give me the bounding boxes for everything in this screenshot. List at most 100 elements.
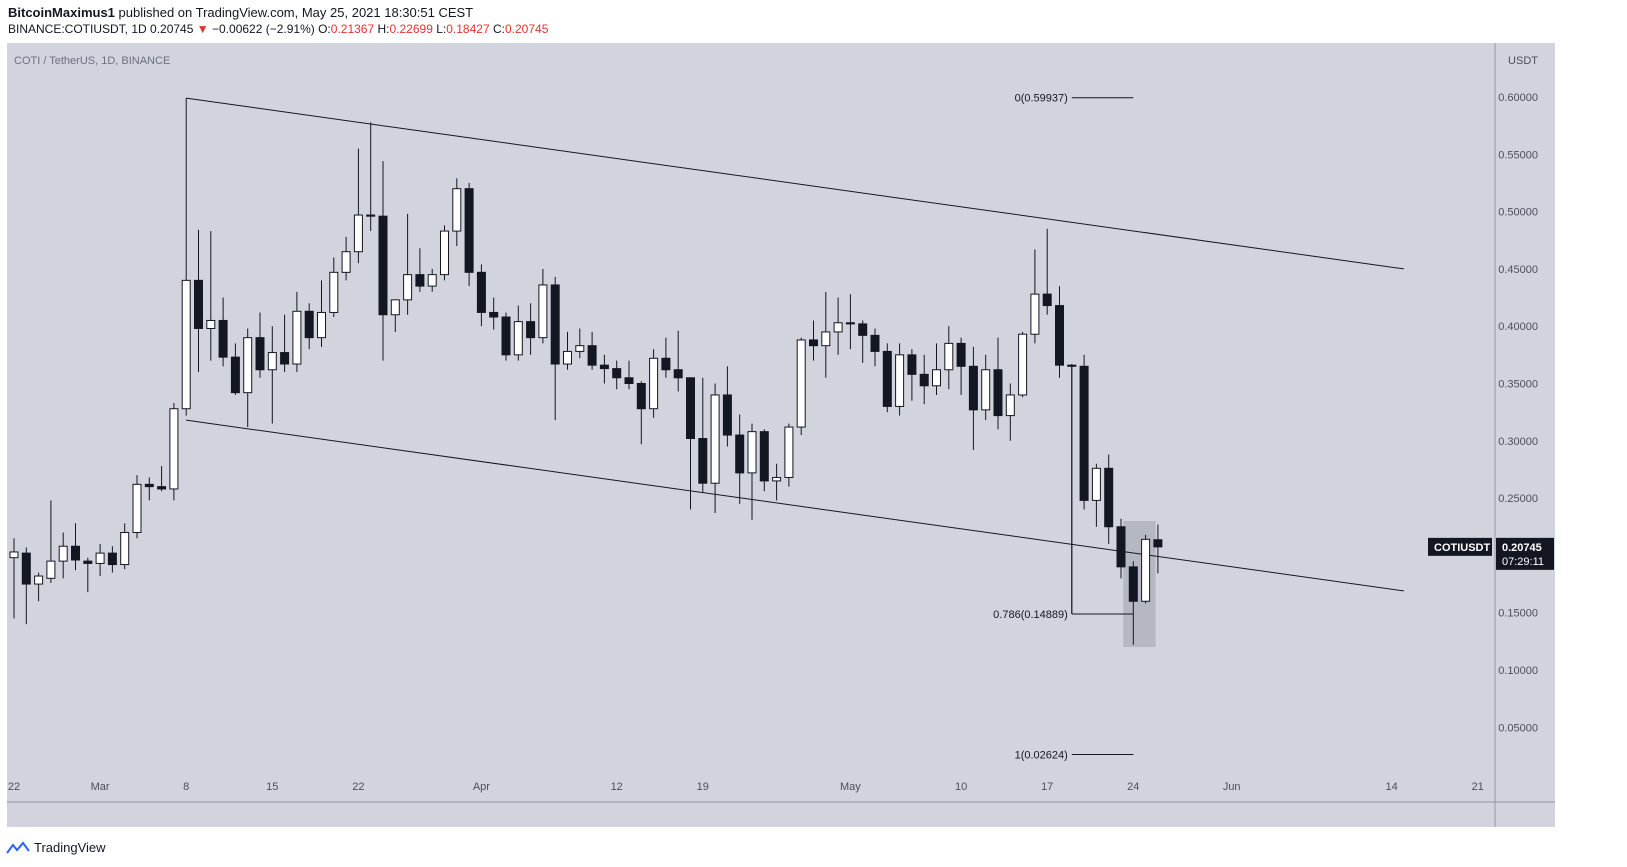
candle-down xyxy=(1079,365,1089,501)
candle-up xyxy=(353,214,363,253)
candle-up xyxy=(981,369,991,411)
highlight-box xyxy=(1123,521,1156,648)
x-tick-label: Jun xyxy=(1223,781,1241,793)
candle-down xyxy=(968,365,978,411)
candle-up xyxy=(95,552,105,564)
x-tick-label: 19 xyxy=(697,781,709,793)
candle-up xyxy=(821,331,831,347)
candle-down xyxy=(673,369,683,379)
candle-up xyxy=(329,271,339,313)
candle-down xyxy=(599,364,609,370)
tradingview-brand: TradingView xyxy=(34,840,106,855)
x-tick-label: 10 xyxy=(955,781,967,793)
down-arrow-icon: ▼ xyxy=(196,22,209,36)
candle-up xyxy=(538,284,548,339)
candle-down xyxy=(722,394,732,436)
candle-down xyxy=(550,284,560,365)
candle-down xyxy=(366,214,376,217)
x-tick-label: Apr xyxy=(473,781,490,793)
candle-up xyxy=(317,311,326,339)
x-tick-label: 12 xyxy=(611,781,623,793)
price-change: −0.00622 (−2.91%) xyxy=(212,22,315,36)
fib-level-label: 1(0.02624) xyxy=(1015,750,1068,762)
plot-area[interactable] xyxy=(7,43,1555,827)
y-tick-label: 0.55000 xyxy=(1498,149,1538,161)
y-tick-label: 0.50000 xyxy=(1498,207,1538,219)
close-label: C: xyxy=(492,22,505,36)
candle-up xyxy=(243,337,253,394)
y-tick-label: 0.10000 xyxy=(1498,665,1538,677)
fib-level-label: 0(0.59937) xyxy=(1015,93,1068,105)
highlight-box-layer xyxy=(1123,521,1156,648)
candle-down xyxy=(1042,293,1052,307)
candle-down xyxy=(476,271,486,313)
candle-down xyxy=(464,188,474,273)
low-value: 0.18427 xyxy=(446,22,490,36)
candle-down xyxy=(993,369,1003,417)
candle-down xyxy=(809,339,818,347)
candle-up xyxy=(181,279,191,410)
price-badge-countdown: 07:29:11 xyxy=(1502,556,1544,568)
candle-up xyxy=(427,274,437,287)
candle-down xyxy=(415,274,425,287)
candle-down xyxy=(919,373,929,387)
candle-down xyxy=(587,345,597,366)
price-axis-unit: USDT xyxy=(1508,55,1538,67)
candle-up xyxy=(132,483,142,533)
channel-layer xyxy=(186,97,1404,592)
candle-down xyxy=(489,311,499,318)
x-tick-label: 15 xyxy=(266,781,278,793)
tradingview-logo[interactable]: TradingView xyxy=(6,840,106,855)
candle-up xyxy=(833,322,843,333)
author-name[interactable]: BitcoinMaximus1 xyxy=(8,5,115,20)
y-tick-label: 0.30000 xyxy=(1498,436,1538,448)
x-tick-label: May xyxy=(840,781,861,793)
channel-lower-line xyxy=(186,419,1404,592)
candle-down xyxy=(1153,539,1163,548)
candle-up xyxy=(34,575,44,585)
tradingview-icon xyxy=(6,840,30,854)
candle-up xyxy=(1141,538,1151,602)
candle-down xyxy=(858,323,868,336)
candle-down xyxy=(1104,467,1114,528)
open-value: 0.21367 xyxy=(330,22,375,36)
candle-down xyxy=(612,368,622,379)
candle-down xyxy=(280,352,290,365)
candle-up xyxy=(747,431,757,474)
candle-down xyxy=(21,552,31,585)
symbol-badge-text: COTIUSDT xyxy=(1434,542,1491,554)
candle-down xyxy=(230,356,240,394)
candle-up xyxy=(710,394,720,484)
candle-down xyxy=(845,322,855,325)
candle-up xyxy=(206,319,216,329)
candle-up xyxy=(944,342,954,371)
fibonacci-levels: 0(0.59937) 0.786(0.14889) 1(0.02624) xyxy=(993,93,1134,762)
price-badge-value: 0.20745 xyxy=(1502,542,1542,554)
x-tick-label: Mar xyxy=(91,781,110,793)
candle-up xyxy=(1005,394,1015,417)
low-label: L: xyxy=(436,22,447,36)
published-text: published on TradingView.com, May 25, 20… xyxy=(114,5,474,20)
x-tick-label: 21 xyxy=(1472,781,1484,793)
symbol-badge xyxy=(1428,537,1492,556)
candle-up xyxy=(932,369,941,387)
time-axis[interactable]: 22 Mar 8 15 22 Apr 12 19 May 10 17 24 Jun 14 21 xyxy=(8,781,1484,793)
open-label: O: xyxy=(318,22,331,36)
candle-up xyxy=(575,345,585,352)
candle-down xyxy=(1116,526,1126,568)
candle-up xyxy=(796,339,806,428)
current-price-label: COTIUSDT 0.20745 07:29:11 xyxy=(1428,537,1554,570)
price-axis[interactable]: 0.60000 0.55000 0.50000 0.45000 0.40000 0.350… xyxy=(1498,92,1538,734)
candle-down xyxy=(144,483,154,488)
candle-up xyxy=(267,352,277,371)
candle-up xyxy=(1018,333,1028,396)
candle-up xyxy=(452,188,462,232)
x-tick-label: 24 xyxy=(1127,781,1139,793)
candle-up xyxy=(649,357,659,410)
y-tick-label: 0.25000 xyxy=(1498,493,1538,505)
high-label: H: xyxy=(377,22,390,36)
x-tick-label: 14 xyxy=(1385,781,1397,793)
y-tick-label: 0.05000 xyxy=(1498,722,1538,734)
candle-down xyxy=(218,319,228,358)
